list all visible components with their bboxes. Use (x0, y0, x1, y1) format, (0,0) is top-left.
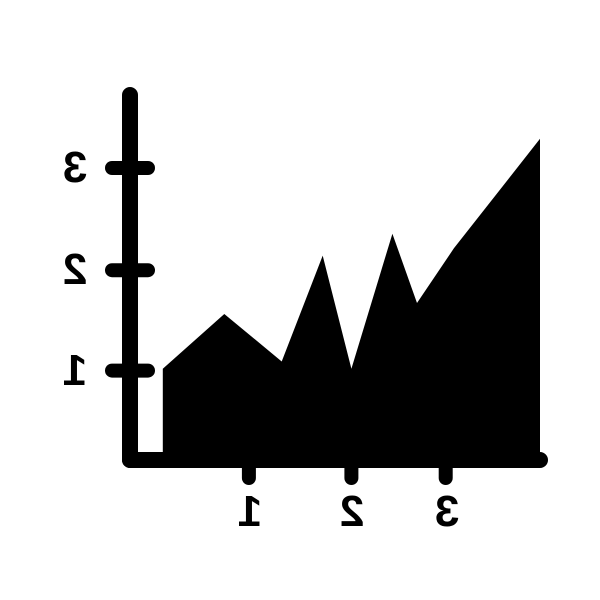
y-tick-label: 2 (54, 248, 94, 292)
y-tick-label: 3 (54, 146, 94, 190)
x-tick-label: 3 (426, 490, 466, 534)
area-fill (163, 139, 540, 460)
x-tick-label: 2 (331, 490, 371, 534)
x-tick-label: 1 (229, 490, 269, 534)
area-chart-icon: 1 2 3 1 2 3 (0, 0, 600, 600)
y-tick-label: 1 (54, 349, 94, 393)
chart-svg (0, 0, 600, 600)
